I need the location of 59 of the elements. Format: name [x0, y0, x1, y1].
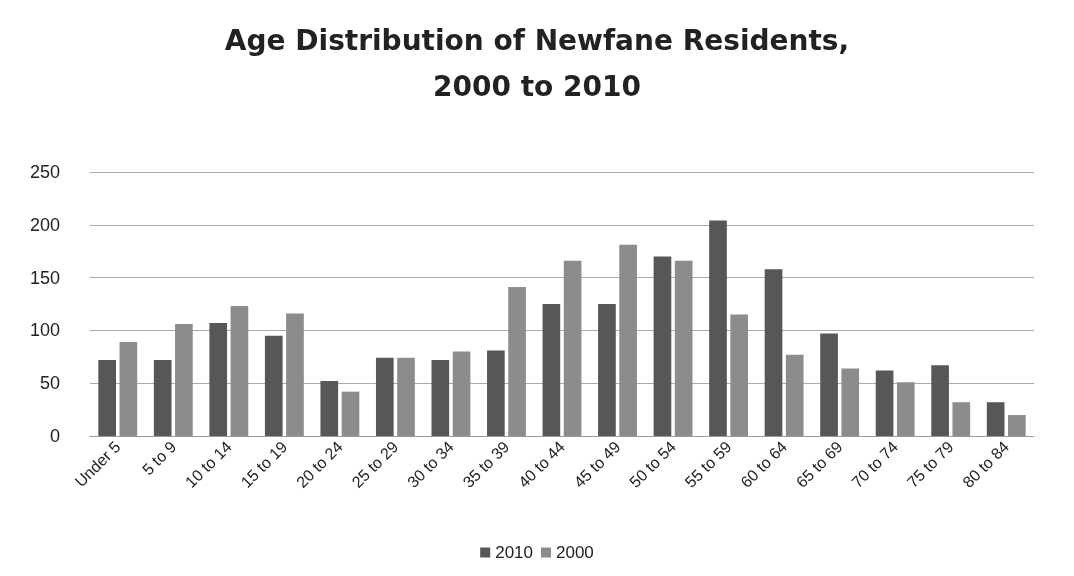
x-tick-label: 35 to 39	[459, 437, 513, 491]
x-tick-label: 20 to 24	[293, 437, 346, 491]
bar	[986, 402, 1005, 436]
bar	[230, 306, 249, 436]
bar	[487, 350, 505, 436]
chart-title: Age Distribution of Newfane Residents, 2000 to 2010	[224, 23, 850, 103]
x-tick-label: 15 to 19	[237, 437, 291, 491]
bar	[175, 324, 193, 436]
bar	[119, 342, 138, 436]
bar	[896, 382, 915, 436]
bar	[598, 304, 616, 436]
bar	[341, 391, 360, 436]
x-tick-label: 65 to 69	[792, 437, 846, 491]
y-tick-label: 200	[29, 214, 60, 235]
bar	[619, 244, 637, 436]
x-tick-label: 70 to 74	[848, 437, 902, 491]
bar	[820, 333, 838, 436]
x-tick-label: 30 to 34	[404, 437, 458, 491]
x-tick-label: 75 to 79	[903, 437, 957, 491]
y-tick-label: 100	[29, 320, 60, 341]
bar	[1008, 414, 1026, 436]
legend-label: 2010	[495, 543, 534, 562]
bar	[264, 335, 283, 436]
bar	[653, 256, 672, 436]
y-tick-label: 250	[29, 162, 60, 182]
x-tick-label: 45 to 49	[570, 437, 624, 491]
x-tick-label: 5 to 9	[139, 437, 180, 479]
bar	[875, 370, 894, 436]
y-tick-label: 50	[39, 373, 60, 394]
y-tick-label: 150	[29, 267, 60, 288]
x-tick-label: 55 to 59	[681, 437, 735, 491]
y-tick-label: 0	[49, 426, 60, 446]
bar	[952, 402, 971, 436]
x-tick-label: 10 to 14	[181, 437, 235, 491]
bar	[286, 313, 304, 436]
x-tick-label: 40 to 44	[515, 437, 569, 491]
x-tick-label: 25 to 29	[348, 437, 402, 491]
bar	[209, 323, 228, 436]
bar	[764, 269, 783, 436]
bar	[709, 220, 727, 436]
bar	[98, 359, 116, 436]
bar	[841, 368, 860, 436]
x-tick-label: 50 to 54	[626, 437, 680, 491]
bar	[730, 314, 749, 436]
bar	[931, 365, 949, 436]
bar	[508, 287, 526, 436]
x-tick-label: 60 to 64	[737, 437, 791, 491]
x-tick-label: 80 to 84	[959, 437, 1013, 491]
legend-label: 2000	[556, 543, 594, 562]
bar	[674, 260, 693, 436]
bar	[320, 381, 339, 436]
bar	[397, 357, 415, 436]
bar	[542, 304, 561, 436]
bar	[563, 260, 582, 436]
bar	[375, 357, 394, 436]
bar	[153, 359, 172, 436]
bar	[431, 359, 450, 436]
bar	[452, 351, 471, 436]
bar	[785, 354, 804, 436]
